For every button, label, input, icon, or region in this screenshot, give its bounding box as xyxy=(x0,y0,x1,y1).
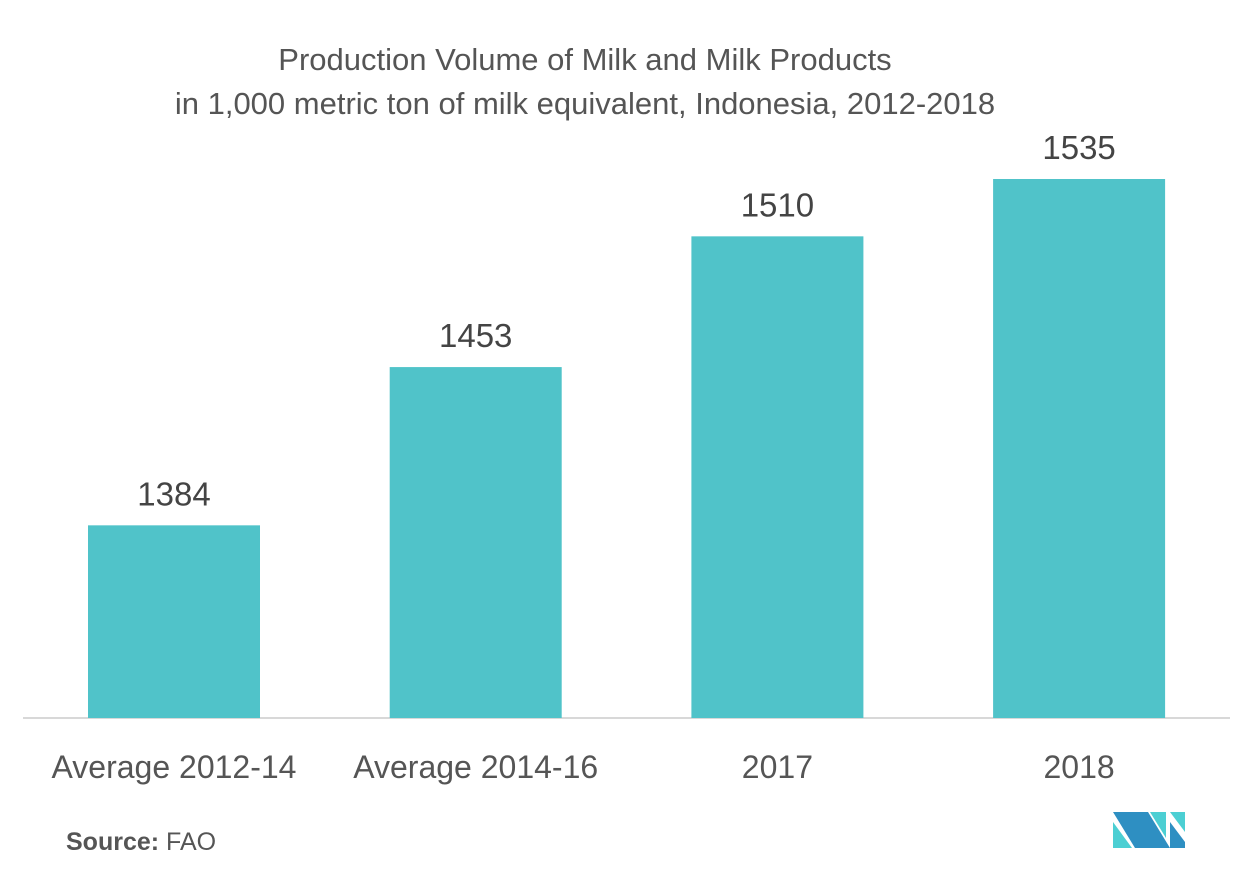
bar xyxy=(389,367,562,718)
data-label: 1535 xyxy=(1042,129,1115,166)
x-tick-label: 2018 xyxy=(1044,749,1115,785)
bar xyxy=(691,236,864,718)
data-label: 1384 xyxy=(137,475,210,512)
x-tick-label: Average 2012-14 xyxy=(52,749,297,785)
chart-subtitle: in 1,000 metric ton of milk equivalent, … xyxy=(174,86,996,121)
x-tick-label: 2017 xyxy=(742,749,813,785)
source-label: Source: xyxy=(66,828,160,856)
data-label: 1453 xyxy=(439,317,512,354)
data-label: 1510 xyxy=(741,186,814,223)
logo xyxy=(1113,812,1185,848)
source-value: FAO xyxy=(166,828,217,856)
x-tick-label: Average 2014-16 xyxy=(353,749,598,785)
bar xyxy=(88,525,260,718)
bar xyxy=(993,179,1166,718)
chart-title: Production Volume of Milk and Milk Produ… xyxy=(278,42,892,77)
source-note: Source: FAO xyxy=(66,828,216,857)
